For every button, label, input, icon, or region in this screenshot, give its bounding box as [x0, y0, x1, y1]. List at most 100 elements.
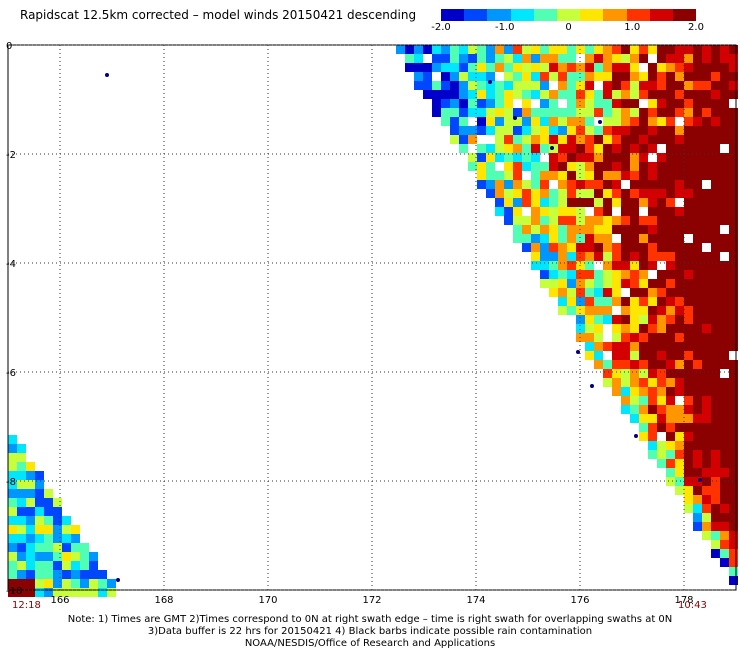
wind-cell [657, 378, 666, 387]
wind-cell [720, 324, 729, 333]
wind-cell [621, 99, 630, 108]
wind-cell [648, 72, 657, 81]
wind-cell [594, 216, 603, 225]
wind-cell [729, 369, 738, 378]
wind-cell [35, 507, 44, 516]
wind-cell [621, 153, 630, 162]
colorbar-segment [533, 9, 557, 21]
wind-cell [648, 369, 657, 378]
wind-cell [621, 252, 630, 261]
wind-cell [702, 351, 711, 360]
wind-cell [693, 459, 702, 468]
island-marker [576, 350, 580, 354]
wind-cell [639, 171, 648, 180]
wind-cell [495, 171, 504, 180]
wind-cell [666, 207, 675, 216]
wind-cell [720, 180, 729, 189]
wind-cell [531, 252, 540, 261]
wind-cell [17, 480, 26, 489]
wind-cell [513, 171, 522, 180]
wind-cell [639, 288, 648, 297]
wind-cell [621, 315, 630, 324]
wind-cell [513, 153, 522, 162]
wind-cell [504, 45, 513, 54]
wind-cell [729, 288, 738, 297]
wind-cell [8, 489, 17, 498]
wind-cell [621, 270, 630, 279]
wind-cell [675, 207, 684, 216]
wind-cell [702, 90, 711, 99]
wind-cell [612, 351, 621, 360]
wind-cell [666, 225, 675, 234]
wind-cell [558, 261, 567, 270]
wind-cell [693, 360, 702, 369]
wind-cell [540, 234, 549, 243]
wind-cell [729, 378, 738, 387]
wind-cell [558, 81, 567, 90]
wind-cell [8, 444, 17, 453]
wind-cell [423, 63, 432, 72]
wind-cell [648, 171, 657, 180]
wind-cell [621, 324, 630, 333]
wind-cell [702, 54, 711, 63]
wind-cell [621, 234, 630, 243]
wind-cell [513, 117, 522, 126]
wind-cell [441, 117, 450, 126]
wind-cell [26, 579, 35, 588]
wind-cell [504, 63, 513, 72]
wind-cell [8, 516, 17, 525]
wind-cell [639, 81, 648, 90]
wind-cell [720, 405, 729, 414]
wind-cell [666, 99, 675, 108]
wind-cell [693, 405, 702, 414]
wind-cell [585, 225, 594, 234]
wind-cell [702, 216, 711, 225]
wind-cell [585, 162, 594, 171]
wind-cell [657, 279, 666, 288]
wind-cell [44, 516, 53, 525]
wind-cell [80, 579, 89, 588]
swath-cells [8, 45, 738, 597]
wind-cell [630, 126, 639, 135]
wind-cell [666, 81, 675, 90]
wind-cell [720, 360, 729, 369]
wind-cell [576, 126, 585, 135]
wind-cell [540, 144, 549, 153]
wind-cell [684, 162, 693, 171]
wind-cell [549, 54, 558, 63]
wind-cell [684, 441, 693, 450]
wind-cell [513, 162, 522, 171]
colorbar-tick-label: 0 [565, 22, 572, 33]
wind-cell [62, 561, 71, 570]
wind-cell [603, 189, 612, 198]
wind-cell [639, 108, 648, 117]
wind-cell [657, 189, 666, 198]
wind-cell [729, 495, 738, 504]
wind-cell [549, 279, 558, 288]
wind-cell [53, 543, 62, 552]
colorbar-segment [626, 9, 650, 21]
wind-cell [8, 498, 17, 507]
wind-cell [612, 315, 621, 324]
wind-cell [495, 81, 504, 90]
wind-cell [486, 108, 495, 117]
wind-cell [657, 108, 666, 117]
wind-cell [720, 423, 729, 432]
colorbar-segment [603, 9, 627, 21]
wind-cell [549, 243, 558, 252]
wind-cell [62, 552, 71, 561]
wind-cell [504, 162, 513, 171]
x-tick-label: 168 [154, 595, 173, 606]
wind-cell [603, 270, 612, 279]
wind-cell [8, 588, 17, 597]
wind-cell [432, 54, 441, 63]
wind-cell [729, 270, 738, 279]
wind-cell [486, 117, 495, 126]
wind-cell [657, 396, 666, 405]
wind-cell [567, 198, 576, 207]
wind-cell [729, 234, 738, 243]
wind-cell [702, 45, 711, 54]
island-marker [513, 116, 517, 120]
wind-cell [26, 525, 35, 534]
wind-cell [630, 405, 639, 414]
